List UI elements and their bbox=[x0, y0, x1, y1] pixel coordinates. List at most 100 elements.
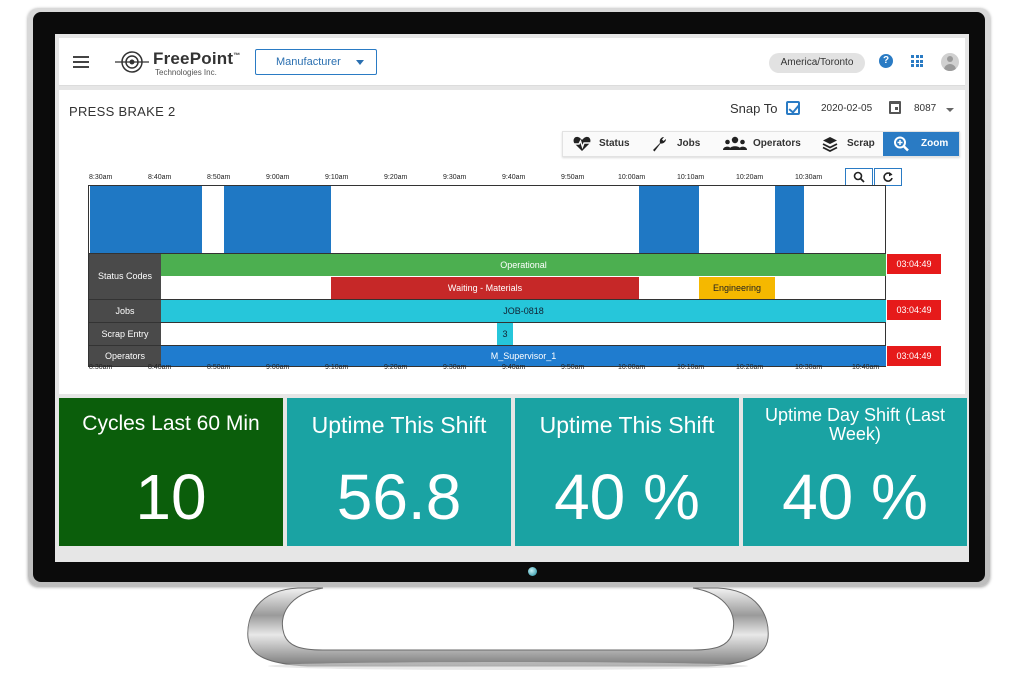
cycle-block bbox=[224, 186, 331, 253]
tab-jobs-label: Jobs bbox=[677, 138, 701, 149]
date-field[interactable]: 2020-02-05 bbox=[821, 103, 873, 114]
kpi-value: 10 bbox=[135, 461, 207, 533]
timeline-panel: PRESS BRAKE 2 Snap To 2020-02-05 8087 St… bbox=[59, 90, 965, 394]
tick-label: 10:30am bbox=[795, 364, 823, 371]
tick-label: 9:50am bbox=[561, 174, 585, 181]
zoom-icon bbox=[894, 136, 909, 152]
tab-status-label: Status bbox=[599, 138, 630, 149]
jobs-timer: 03:04:49 bbox=[887, 300, 941, 320]
caret-down-icon[interactable] bbox=[946, 108, 954, 112]
kpi-tile-uptime-shift: Uptime This Shift 56.8 bbox=[287, 398, 511, 546]
tab-jobs[interactable]: Jobs bbox=[643, 132, 713, 156]
operators-timer: 03:04:49 bbox=[887, 346, 941, 366]
tab-operators-label: Operators bbox=[753, 138, 801, 149]
tab-status[interactable]: Status bbox=[563, 132, 641, 156]
user-avatar[interactable] bbox=[941, 53, 959, 71]
zoom-search-button[interactable] bbox=[845, 168, 873, 186]
tick-label: 10:10am bbox=[677, 364, 705, 371]
tick-label: 9:10am bbox=[325, 364, 349, 371]
tick-label: 8:30am bbox=[89, 174, 113, 181]
kpi-tile-cycles: Cycles Last 60 Min 10 bbox=[59, 398, 283, 546]
tick-label: 8:50am bbox=[207, 174, 231, 181]
tick-label: 8:50am bbox=[207, 364, 231, 371]
status-waiting-bar[interactable]: Waiting - Materials bbox=[331, 277, 639, 299]
status-codes-row: Status Codes Operational Waiting - Mater… bbox=[88, 253, 886, 299]
operator-bar[interactable]: M_Supervisor_1 bbox=[161, 346, 886, 366]
heartbeat-icon bbox=[573, 136, 591, 151]
kpi-value: 40 % bbox=[782, 461, 928, 533]
cycle-block bbox=[775, 186, 804, 253]
monitor-frame: FreePoint™ Technologies Inc. Manufacture… bbox=[28, 8, 990, 586]
manufacturer-select[interactable]: Manufacturer bbox=[255, 49, 377, 75]
tick-label: 10:30am bbox=[795, 174, 823, 181]
kpi-value: 56.8 bbox=[336, 461, 462, 533]
kpi-title: Cycles Last 60 Min bbox=[82, 412, 260, 435]
refresh-icon bbox=[883, 172, 893, 182]
tick-label: 8:40am bbox=[148, 174, 172, 181]
status-operational-bar[interactable]: Operational bbox=[161, 254, 886, 276]
wrench-icon bbox=[653, 137, 666, 152]
zoom-tools bbox=[845, 168, 903, 186]
tick-label: 10:00am bbox=[618, 364, 646, 371]
manufacturer-select-value: Manufacturer bbox=[276, 56, 341, 68]
tab-scrap[interactable]: Scrap bbox=[813, 132, 881, 156]
monitor-bezel: FreePoint™ Technologies Inc. Manufacture… bbox=[33, 12, 985, 582]
tick-label: 8:30am bbox=[89, 364, 113, 371]
kpi-title: Uptime This Shift bbox=[311, 412, 487, 438]
tab-zoom[interactable]: Zoom bbox=[883, 132, 959, 156]
shift-select[interactable]: 8087 bbox=[914, 103, 937, 114]
zoom-reset-button[interactable] bbox=[874, 168, 902, 186]
scrap-marker[interactable]: 3 bbox=[497, 323, 513, 345]
cycle-block bbox=[90, 186, 202, 253]
tab-zoom-label: Zoom bbox=[921, 138, 949, 149]
layers-icon bbox=[822, 137, 838, 152]
snap-to-checkbox[interactable] bbox=[786, 101, 800, 115]
screen: FreePoint™ Technologies Inc. Manufacture… bbox=[55, 34, 969, 562]
timezone-chip[interactable]: America/Toronto bbox=[769, 53, 865, 73]
tick-label: 9:40am bbox=[502, 364, 526, 371]
tick-label: 9:20am bbox=[384, 364, 408, 371]
brand-sub: Technologies Inc. bbox=[155, 68, 217, 77]
row-label: Status Codes bbox=[89, 254, 161, 299]
search-icon bbox=[853, 171, 865, 183]
users-icon bbox=[723, 136, 747, 150]
tick-label: 10:40am bbox=[852, 364, 880, 371]
cycle-plot bbox=[88, 185, 886, 253]
tick-label: 9:20am bbox=[384, 174, 408, 181]
caret-down-icon bbox=[356, 60, 364, 65]
row-label: Jobs bbox=[89, 300, 161, 322]
job-bar[interactable]: JOB-0818 bbox=[161, 300, 886, 322]
tab-scrap-label: Scrap bbox=[847, 138, 875, 149]
monitor-stand bbox=[247, 587, 769, 670]
tick-label: 9:50am bbox=[561, 364, 585, 371]
machine-title: PRESS BRAKE 2 bbox=[69, 104, 176, 119]
calendar-icon[interactable] bbox=[889, 101, 901, 114]
tick-label: 9:40am bbox=[502, 174, 526, 181]
tick-label: 9:30am bbox=[443, 364, 467, 371]
tick-label: 9:30am bbox=[443, 174, 467, 181]
apps-grid-icon[interactable] bbox=[911, 55, 923, 67]
tab-operators[interactable]: Operators bbox=[715, 132, 811, 156]
scrap-row: Scrap Entry 3 bbox=[88, 322, 886, 345]
tick-label: 8:40am bbox=[148, 364, 172, 371]
row-label: Operators bbox=[89, 346, 161, 366]
row-label: Scrap Entry bbox=[89, 323, 161, 345]
status-engineering-bar[interactable]: Engineering bbox=[699, 277, 775, 299]
hamburger-menu-icon[interactable] bbox=[73, 56, 89, 68]
operators-row: Operators M_Supervisor_1 bbox=[88, 345, 886, 367]
tick-label: 10:10am bbox=[677, 174, 705, 181]
tick-label: 10:20am bbox=[736, 174, 764, 181]
tick-label: 10:00am bbox=[618, 174, 646, 181]
kpi-title: Uptime Day Shift (Last Week) bbox=[764, 405, 946, 444]
cycle-block bbox=[639, 186, 699, 253]
kpi-tile-uptime-day-shift: Uptime Day Shift (Last Week) 40 % bbox=[743, 398, 967, 546]
tick-label: 9:10am bbox=[325, 174, 349, 181]
tick-label: 10:20am bbox=[736, 364, 764, 371]
kpi-value: 40 % bbox=[554, 461, 700, 533]
status-timer: 03:04:49 bbox=[887, 254, 941, 274]
brand-logo[interactable]: FreePoint™ Technologies Inc. bbox=[115, 46, 245, 78]
brand-name: FreePoint™ bbox=[153, 49, 241, 68]
tick-label: 9:00am bbox=[266, 174, 290, 181]
tick-label: 9:00am bbox=[266, 364, 290, 371]
help-icon[interactable]: ? bbox=[879, 54, 893, 68]
